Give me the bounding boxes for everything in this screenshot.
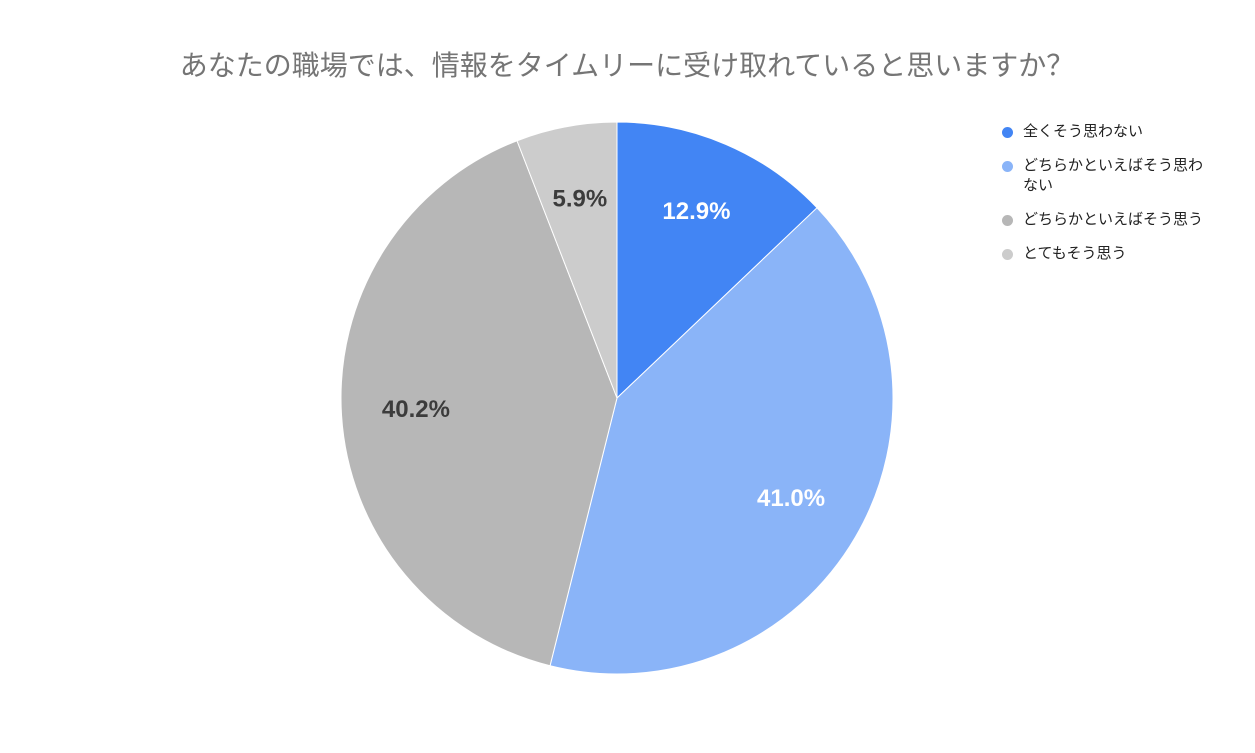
legend: 全くそう思わないどちらかといえばそう思わないどちらかといえばそう思う とてもそう思…: [1002, 122, 1220, 278]
slice-label: 40.2%: [382, 396, 450, 423]
pie-slice: [549, 207, 894, 675]
legend-marker: [1002, 161, 1013, 172]
legend-label: 全くそう思わない: [1023, 123, 1144, 140]
legend-item: どちらかといえばそう思う: [1002, 210, 1220, 230]
slice-label: 41.0%: [757, 485, 825, 512]
legend-label: とてもそう思う: [1023, 245, 1127, 262]
legend-label: どちらかといえばそう思わない: [1023, 157, 1204, 194]
legend-marker: [1002, 215, 1013, 226]
slice-label: 5.9%: [553, 185, 608, 212]
legend-marker: [1002, 249, 1013, 260]
legend-item: どちらかといえばそう思わない: [1002, 156, 1220, 196]
legend-item: とてもそう思う: [1002, 244, 1220, 264]
chart-title: あなたの職場では、情報をタイムリーに受け取れていると思いますか？: [180, 50, 1075, 81]
pie-slice: [340, 140, 618, 667]
slice-label: 12.9%: [662, 198, 730, 225]
pie-slice: [616, 121, 818, 400]
legend-label: どちらかといえばそう思う: [1023, 211, 1204, 228]
legend-marker: [1002, 127, 1013, 138]
pie-slice: [516, 121, 618, 399]
legend-item: 全くそう思わない: [1002, 122, 1220, 142]
